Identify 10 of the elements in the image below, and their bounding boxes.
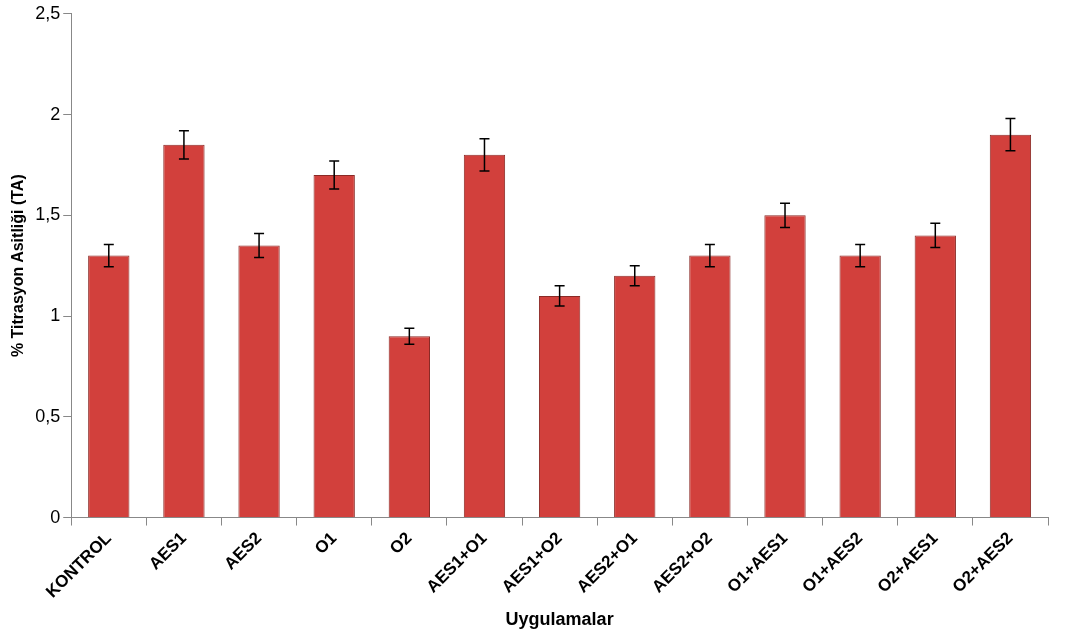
x-tick-label: O2 <box>386 528 416 558</box>
y-tick-label: 0 <box>50 506 61 527</box>
x-tick-label: O1 <box>310 528 341 558</box>
y-axis-title: % Titrasyon Asitliği (TA) <box>9 174 27 358</box>
y-tick-label: 2 <box>50 103 61 124</box>
x-axis-title: Uygulamalar <box>505 609 614 630</box>
y-tick-label: 1,5 <box>35 204 61 225</box>
y-tick-label: 2,5 <box>35 2 61 23</box>
y-tick-label: 0,5 <box>35 405 61 426</box>
y-tick-label: 1 <box>50 305 61 326</box>
